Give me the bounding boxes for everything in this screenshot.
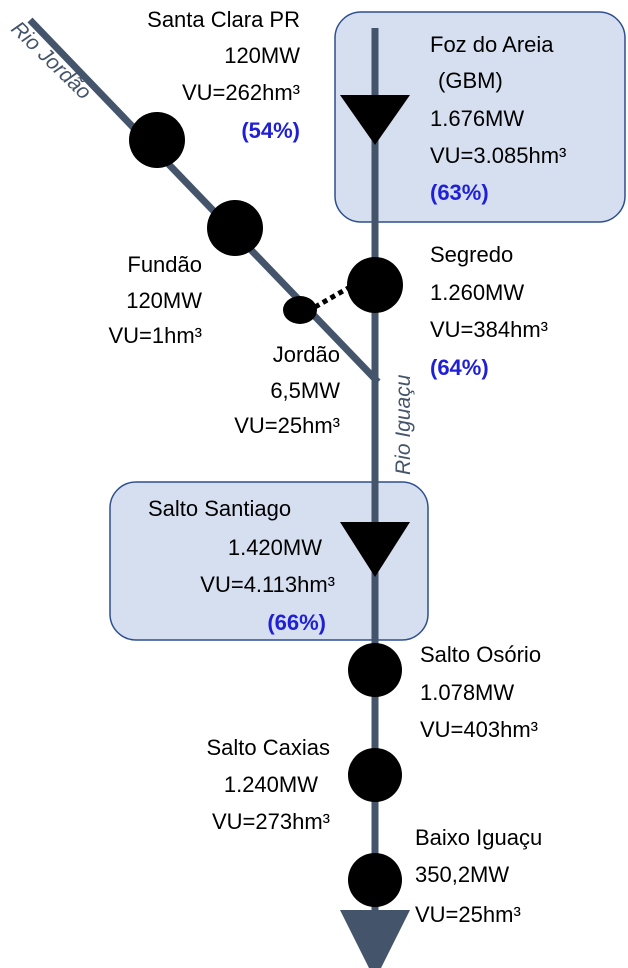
plant bbox=[348, 643, 402, 697]
plant bbox=[348, 748, 402, 802]
plant-volume: VU=3.085hm³ bbox=[430, 143, 566, 168]
plant-power: 1.420MW bbox=[228, 535, 322, 560]
plant-power: 1.078MW bbox=[420, 680, 514, 705]
reservoir-marker bbox=[340, 522, 410, 577]
plant-power: 350,2MW bbox=[415, 862, 509, 887]
plant-name: Segredo bbox=[430, 242, 513, 267]
plant-power: 1.260MW bbox=[430, 280, 524, 305]
plant-name: Jordão bbox=[273, 342, 340, 367]
plant-power: 6,5MW bbox=[270, 378, 340, 403]
plant-storage: (54%) bbox=[241, 118, 300, 143]
plant-power: 120MW bbox=[224, 43, 300, 68]
plant-power: 1.240MW bbox=[224, 772, 318, 797]
river-jordao bbox=[27, 17, 381, 385]
plant-name: Fundão bbox=[127, 252, 202, 277]
plant bbox=[283, 296, 317, 324]
plant-storage: (64%) bbox=[430, 355, 489, 380]
plant bbox=[207, 200, 263, 256]
plant bbox=[129, 112, 185, 168]
plant-volume: VU=262hm³ bbox=[182, 80, 300, 105]
plant-volume: VU=1hm³ bbox=[108, 323, 202, 348]
plant-name: Salto Osório bbox=[420, 642, 541, 667]
plant-volume: VU=384hm³ bbox=[430, 317, 548, 342]
plant-volume: VU=25hm³ bbox=[415, 902, 521, 927]
plant-volume: VU=25hm³ bbox=[234, 413, 340, 438]
plant bbox=[347, 257, 403, 313]
reservoir-marker bbox=[340, 95, 410, 145]
plant-name: Foz do Areia bbox=[430, 32, 554, 57]
plant-name: Santa Clara PR bbox=[147, 7, 300, 32]
reservoir-box bbox=[334, 11, 626, 223]
plant-name: Salto Caxias bbox=[206, 735, 330, 760]
reservoir-box bbox=[109, 481, 429, 641]
river-label: Rio Iguaçu bbox=[392, 374, 415, 475]
plant-volume: VU=403hm³ bbox=[420, 717, 538, 742]
plant bbox=[348, 853, 402, 907]
plant-note: (GBM) bbox=[438, 68, 503, 93]
plant-storage: (66%) bbox=[267, 610, 326, 635]
plant-storage: (63%) bbox=[430, 180, 489, 205]
plant-volume: VU=273hm³ bbox=[212, 809, 330, 834]
plant-power: 1.676MW bbox=[430, 106, 524, 131]
plant-power: 120MW bbox=[126, 288, 202, 313]
river-label: Rio Jordão bbox=[7, 17, 96, 104]
plant-volume: VU=4.113hm³ bbox=[200, 572, 335, 597]
connector bbox=[313, 284, 352, 310]
plant-name: Baixo Iguaçu bbox=[415, 825, 542, 850]
plant-name: Salto Santiago bbox=[148, 496, 291, 521]
